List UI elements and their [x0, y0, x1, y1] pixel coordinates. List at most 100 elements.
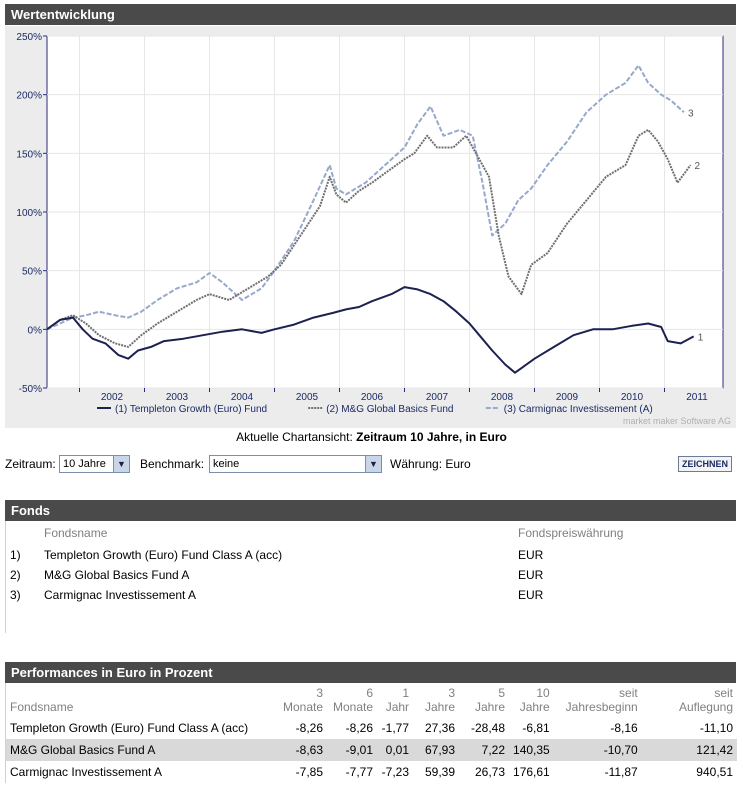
legend-label: (2) M&G Global Basics Fund	[326, 404, 453, 415]
funds-col-currency: Fondspreiswährung	[518, 526, 624, 540]
perf-cell: 7,22	[459, 739, 510, 761]
waehrung-label: Währung: Euro	[390, 457, 471, 471]
legend-label: (3) Carmignac Investissement (A)	[504, 404, 653, 415]
performance-section-title: Performances in Euro in Prozent	[5, 662, 736, 683]
x-tick-label: 2002	[101, 392, 124, 403]
perf-col-name: Fondsname	[6, 683, 279, 717]
perf-col-l1: 5	[498, 686, 506, 700]
fund-name: M&G Global Basics Fund A	[44, 568, 190, 582]
performance-chart: 250% 200% 150% 100% 50% 0% -50% 2002 2003 2004 20…	[5, 26, 736, 428]
y-tick-label: 150%	[16, 149, 42, 160]
perf-cell: -11,87	[604, 765, 638, 779]
fund-currency: EUR	[518, 588, 544, 602]
table-row: M&G Global Basics Fund A -8,63 -9,01 0,0…	[6, 739, 737, 761]
perf-cell-name: Carmignac Investissement A	[10, 765, 163, 779]
perf-col-l2: Jahresbeginn	[565, 700, 638, 714]
perf-col-l2: Monate	[333, 700, 374, 714]
watermark-text: market maker Software AG	[623, 416, 731, 426]
legend-label: (1) Templeton Growth (Euro) Fund	[115, 404, 267, 415]
funds-panel: Fondsname Fondspreiswährung 1) Templeton…	[5, 521, 737, 633]
perf-col-3m: 3 Monate	[279, 683, 327, 717]
chart-svg: 250% 200% 150% 100% 50% 0% -50% 2002 2003 2004 20…	[16, 32, 731, 426]
caption-label: Aktuelle Chartansicht:	[236, 430, 353, 444]
zeitraum-select[interactable]: 10 Jahre ▼	[59, 455, 130, 473]
perf-col-l1: 10	[536, 686, 550, 700]
perf-col-since: seit Auflegung	[642, 683, 737, 717]
funds-table: Fondsname Fondspreiswährung 1) Templeton…	[6, 521, 737, 605]
performance-panel: Fondsname 3 Monate 6 Monate 1 Jahr 3 Jahre 5…	[5, 683, 737, 783]
benchmark-label: Benchmark:	[140, 457, 205, 471]
y-tick-label: -50%	[19, 384, 42, 395]
perf-col-l2: Jahre	[425, 700, 456, 714]
perf-col-3y: 3 Jahre	[413, 683, 459, 717]
y-tick-label: 50%	[22, 267, 42, 278]
y-tick-label: 200%	[16, 91, 42, 102]
fund-currency: EUR	[518, 568, 544, 582]
perf-cell: 26,73	[475, 765, 506, 779]
perf-col-l2: Jahre	[519, 700, 550, 714]
benchmark-select[interactable]: keine ▼	[209, 455, 382, 473]
perf-col-l1: 3	[316, 686, 324, 700]
perf-col-l2: Monate	[283, 700, 324, 714]
perf-col-6m: 6 Monate	[327, 683, 377, 717]
perf-col-l1: 3	[448, 686, 456, 700]
perf-cell: 940,51	[696, 765, 733, 779]
funds-col-name: Fondsname	[44, 526, 108, 540]
zeitraum-label: Zeitraum:	[5, 457, 56, 471]
perf-cell: -7,23	[381, 765, 410, 779]
perf-col-ytd: seit Jahresbeginn	[554, 683, 642, 717]
x-tick-label: 2007	[426, 392, 449, 403]
zeitraum-value: 10 Jahre	[63, 458, 106, 470]
chevron-down-icon: ▼	[113, 456, 129, 472]
perf-cell: -9,01	[327, 739, 378, 761]
waehrung-value: Euro	[445, 457, 471, 471]
caption-value: Zeitraum 10 Jahre, in Euro	[356, 430, 507, 444]
perf-cell-name: Templeton Growth (Euro) Fund Class A (ac…	[10, 721, 249, 735]
table-row: Templeton Growth (Euro) Fund Class A (ac…	[6, 717, 737, 739]
waehrung-label-text: Währung:	[390, 457, 443, 471]
perf-cell: 27,36	[425, 721, 456, 735]
perf-cell: -10,70	[553, 739, 642, 761]
chevron-down-icon: ▼	[365, 456, 381, 472]
x-tick-label: 2003	[166, 392, 189, 403]
perf-col-l1: 1	[402, 686, 410, 700]
perf-col-10y: 10 Jahre	[509, 683, 554, 717]
series-line	[46, 64, 685, 331]
fund-currency: EUR	[518, 548, 544, 562]
table-row: Carmignac Investissement A -7,85 -7,77 -…	[6, 761, 737, 783]
fund-name: Carmignac Investissement A	[44, 588, 197, 602]
x-tick-label: 2006	[361, 392, 384, 403]
x-tick-label: 2004	[231, 392, 254, 403]
series-end-label: 2	[695, 161, 701, 172]
performance-table: Fondsname 3 Monate 6 Monate 1 Jahr 3 Jahre 5…	[6, 683, 737, 783]
chart-controls: Zeitraum: 10 Jahre ▼ Benchmark: keine ▼ …	[5, 455, 736, 475]
perf-cell: 121,42	[641, 739, 737, 761]
series-line	[46, 128, 692, 348]
x-tick-label: 2008	[491, 392, 514, 403]
x-tick-label: 2005	[296, 392, 319, 403]
table-row: 2) M&G Global Basics Fund A EUR	[6, 565, 737, 585]
perf-cell: 140,35	[509, 739, 554, 761]
zeichnen-button[interactable]: ZEICHNEN	[677, 456, 732, 472]
series-line	[46, 286, 695, 374]
y-tick-label: 250%	[16, 32, 42, 43]
perf-cell: -8,63	[279, 739, 328, 761]
y-tick-label: 100%	[16, 208, 42, 219]
perf-cell: 67,93	[413, 739, 460, 761]
perf-cell: -8,16	[610, 721, 638, 735]
perf-cell: -28,48	[471, 721, 506, 735]
funds-header-row: Fondsname Fondspreiswährung	[6, 521, 737, 545]
perf-col-l2: Jahr	[385, 700, 410, 714]
perf-col-l2: Auflegung	[678, 700, 733, 714]
fund-index: 2)	[10, 568, 21, 582]
perf-col-1y: 1 Jahr	[377, 683, 413, 717]
fund-index: 1)	[10, 548, 21, 562]
perf-cell: -1,77	[381, 721, 410, 735]
perf-col-5y: 5 Jahre	[459, 683, 509, 717]
chart-section-title: Wertentwicklung	[5, 4, 736, 25]
perf-cell-name: M&G Global Basics Fund A	[6, 739, 279, 761]
funds-section-title: Fonds	[5, 500, 736, 521]
perf-cell: -7,85	[295, 765, 324, 779]
perf-cell: -8,26	[295, 721, 324, 735]
chart-caption: Aktuelle Chartansicht: Zeitraum 10 Jahre…	[0, 430, 743, 444]
